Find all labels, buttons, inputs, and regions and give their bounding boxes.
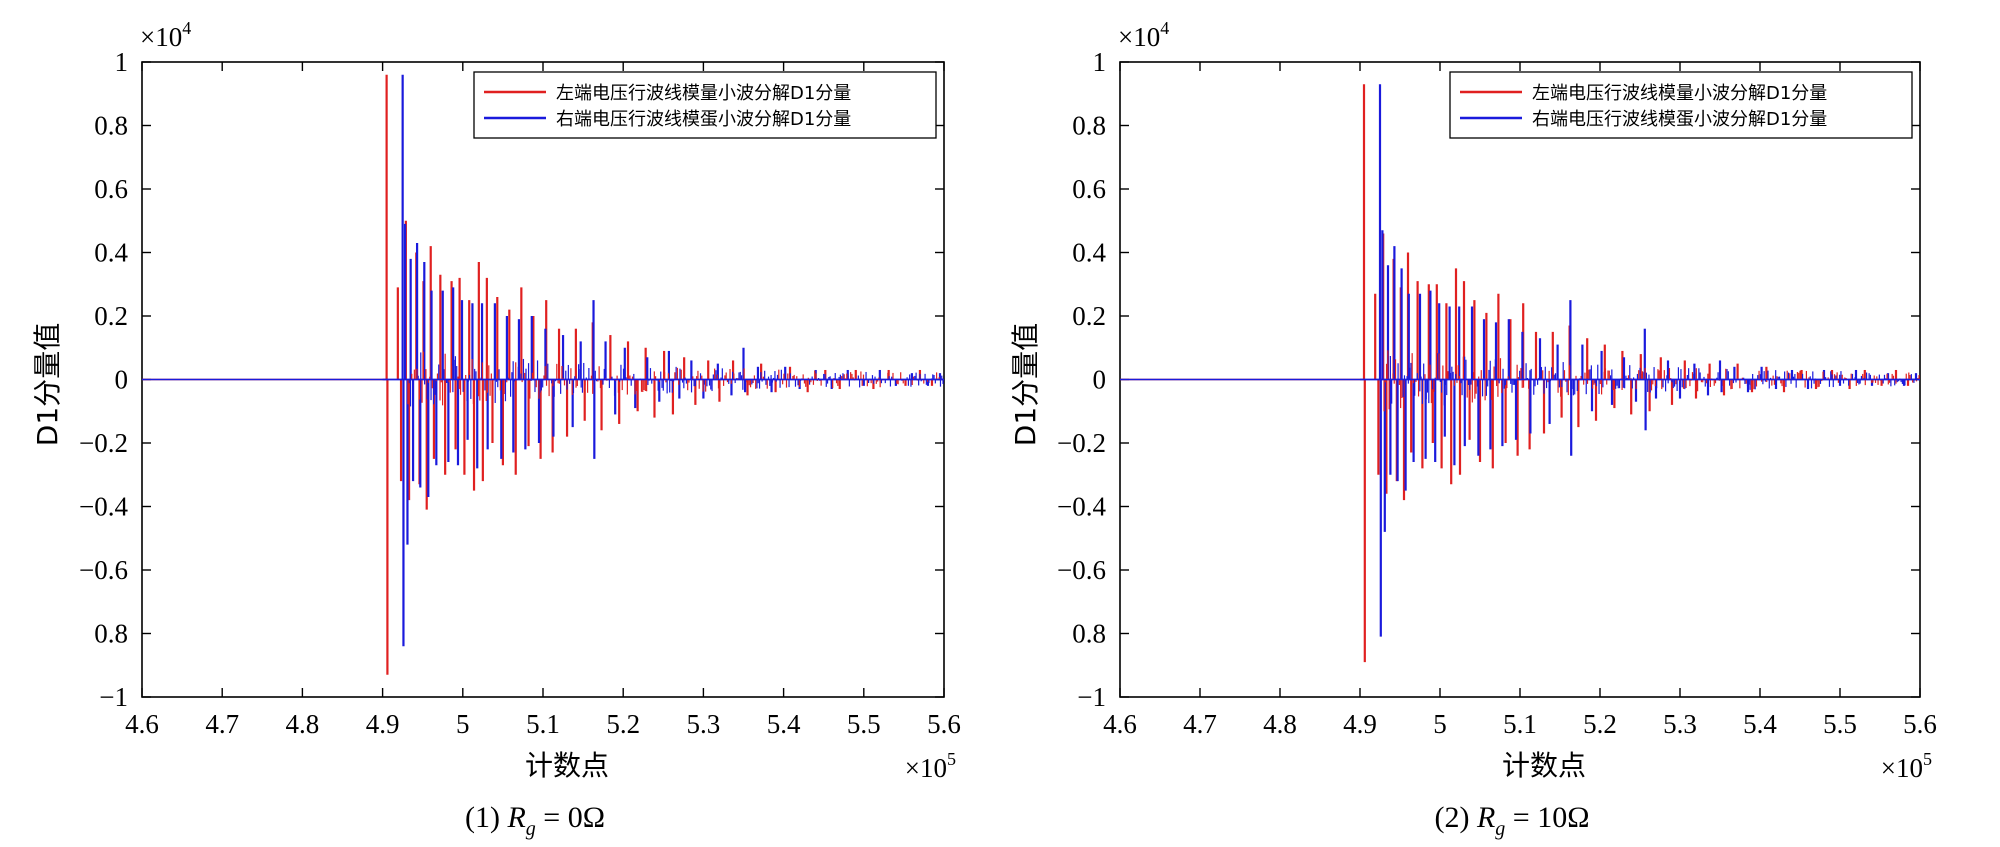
y-tick-label: 0 xyxy=(1093,365,1107,395)
y-tick-label: −0.6 xyxy=(79,555,128,585)
series-right-end xyxy=(142,74,944,647)
y-tick-label: 0.8 xyxy=(94,111,128,141)
x-tick-label: 5.5 xyxy=(1823,709,1857,739)
x-tick-label: 5.4 xyxy=(767,709,801,739)
x-tick-label: 5.1 xyxy=(526,709,560,739)
y-tick-label: −0.2 xyxy=(79,428,128,458)
x-tick-label: 4.6 xyxy=(1103,709,1137,739)
data-layer xyxy=(1120,84,1920,663)
x-tick-label: 5.2 xyxy=(606,709,640,739)
y-tick-label: 0.4 xyxy=(1072,238,1106,268)
x-tick-label: 5.4 xyxy=(1743,709,1777,739)
y-tick-label: −0.2 xyxy=(1057,428,1106,458)
x-multiplier: ×105 xyxy=(905,749,956,783)
y-multiplier: ×104 xyxy=(1118,18,1169,52)
y-tick-label: −1 xyxy=(1077,682,1106,712)
y-tick-label: 1 xyxy=(1093,47,1107,77)
y-tick-label: 0.2 xyxy=(1072,301,1106,331)
x-multiplier: ×105 xyxy=(1881,749,1932,783)
x-tick-label: 4.9 xyxy=(1343,709,1377,739)
y-tick-label: −1 xyxy=(99,682,128,712)
x-tick-label: 5.5 xyxy=(847,709,881,739)
legend-label: 右端电压行波线模蛋小波分解D1分量 xyxy=(1532,109,1827,130)
y-tick-label: 0 xyxy=(115,365,129,395)
y-tick-label: 1 xyxy=(115,47,129,77)
y-tick-label: 0.6 xyxy=(94,174,128,204)
y-tick-label: 0.6 xyxy=(1072,174,1106,204)
y-axis-label: D1分量值 xyxy=(1009,323,1042,446)
x-tick-label: 5.3 xyxy=(1663,709,1697,739)
chart-panel-2: 4.6 4.7 4.8 4.9 5 5.1 5.2 5.3 5.4 5.5 5.6 1 0.8 0.6 0.… xyxy=(1009,18,1937,840)
x-tick-label: 5 xyxy=(456,709,470,739)
chart-panel-1: 4.6 4.7 4.8 4.9 5 5.1 5.2 5.3 5.4 5.5 5.6 1 0.8 0.6 0.… xyxy=(31,18,961,840)
legend-label: 左端电压行波线模量小波分解D1分量 xyxy=(556,83,851,104)
figure-caption: (2) Rg = 10Ω xyxy=(1434,801,1589,840)
series-right-end xyxy=(1120,84,1920,637)
x-tick-label: 4.7 xyxy=(1183,709,1217,739)
x-tick-label: 5 xyxy=(1433,709,1447,739)
x-tick-label: 5.3 xyxy=(687,709,721,739)
x-tick-label: 4.9 xyxy=(366,709,400,739)
legend-label: 左端电压行波线模量小波分解D1分量 xyxy=(1532,83,1827,104)
x-tick-label: 5.6 xyxy=(927,709,961,739)
data-layer xyxy=(142,74,944,675)
y-tick-label: 0.8 xyxy=(1072,619,1106,649)
x-axis-label: 计数点 xyxy=(525,749,609,782)
x-tick-label: 4.8 xyxy=(1263,709,1297,739)
y-tick-label: −0.4 xyxy=(1057,492,1106,522)
x-axis-label: 计数点 xyxy=(1502,749,1586,782)
legend-label: 右端电压行波线模蛋小波分解D1分量 xyxy=(556,109,851,130)
y-multiplier: ×104 xyxy=(140,18,191,52)
y-tick-label: −0.4 xyxy=(79,492,128,522)
y-tick-label: 0.8 xyxy=(94,619,128,649)
y-tick-label: −0.6 xyxy=(1057,555,1106,585)
y-tick-label: 0.8 xyxy=(1072,111,1106,141)
figure-caption: (1) Rg = 0Ω xyxy=(465,801,605,840)
y-tick-label: 0.2 xyxy=(94,301,128,331)
y-tick-label: 0.4 xyxy=(94,238,128,268)
x-tick-label: 4.6 xyxy=(125,709,159,739)
legend-box xyxy=(473,71,937,139)
x-tick-label: 5.1 xyxy=(1503,709,1537,739)
x-tick-label: 4.7 xyxy=(205,709,239,739)
y-axis-label: D1分量值 xyxy=(31,323,64,446)
legend-box xyxy=(1449,71,1913,139)
x-tick-label: 5.2 xyxy=(1583,709,1617,739)
x-tick-label: 5.6 xyxy=(1903,709,1937,739)
x-tick-label: 4.8 xyxy=(286,709,320,739)
